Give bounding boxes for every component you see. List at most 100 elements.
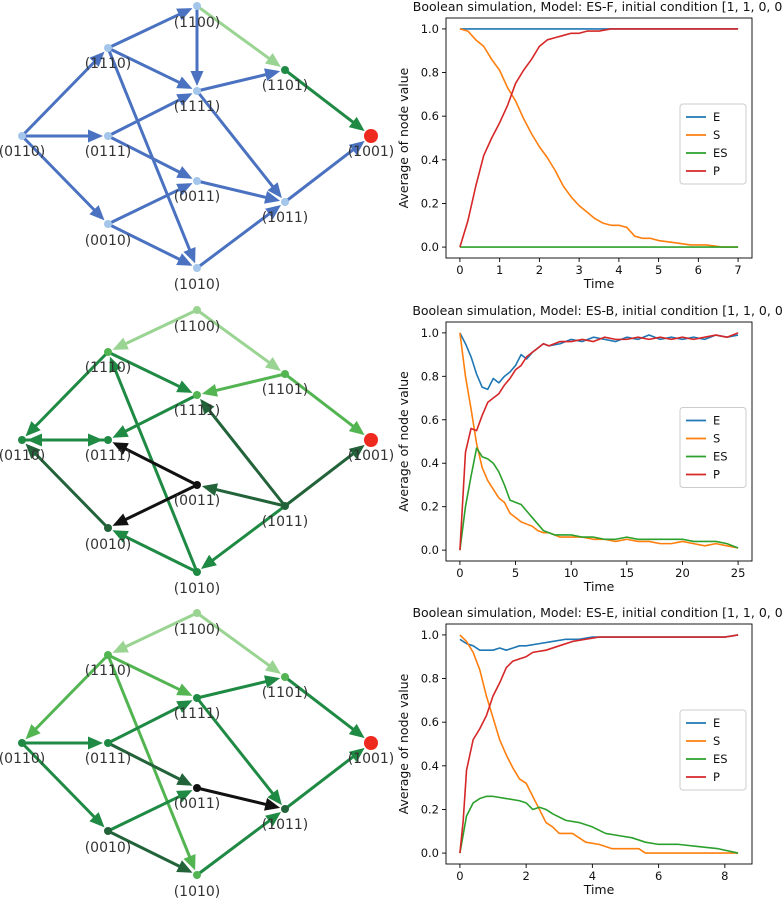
x-axis: 0 2 4 6 8 Time [456,864,729,897]
edge-line [122,393,199,434]
node-label: (1011) [262,817,309,833]
edge-1010-1110 [109,356,199,574]
edge-0011-0010 [112,483,199,526]
edge-line [195,308,272,365]
node-dot [281,198,289,206]
legend-label: ES [713,146,728,160]
node-1111: (1111) [174,391,220,419]
edge-arrowhead [176,380,193,393]
legend-label: S [713,128,720,142]
series-line-S [459,28,739,248]
x-tick-label: 4 [615,263,622,277]
edge-arrowhead [348,747,365,763]
y-tick-label: 0.8 [421,369,439,383]
network-graph-1: (0110) (1110) (0111) (0010) (1100) (1111) (001… [0,2,394,293]
legend-entry-E: E [686,110,720,124]
node-dot [193,871,201,879]
edge-1011-1001 [283,444,365,508]
graph-edges [20,4,365,270]
edge-1100-1101 [195,4,281,68]
edge-line [106,134,183,175]
y-tick-label: 1.0 [421,326,439,340]
edge-arrowhead [264,68,281,81]
edge-arrowhead [183,247,196,264]
edge-line [122,611,199,649]
edge-arrowhead [265,812,281,827]
node-dot [193,306,201,314]
edge-arrowhead [109,356,122,373]
node-0010: (0010) [85,827,132,856]
edge-line [122,483,199,522]
node-0110: (0110) [0,132,45,160]
edge-arrowhead [265,659,281,675]
edge-line [106,741,183,782]
node-1011: (1011) [262,805,309,833]
legend-label: P [713,164,720,178]
edge-0010-1010 [106,829,193,873]
edge-1100-1111 [190,4,204,86]
y-axis-label: Average of node value [396,673,411,814]
line-chart-2: Boolean simulation, Model: ES-B, initial… [396,303,783,594]
x-tick-label: 15 [619,566,634,580]
node-1110: (1110) [85,651,131,679]
edge-0111-1111 [106,700,193,745]
legend-label: ES [713,450,728,464]
node-dot [104,739,112,747]
y-tick-label: 0.6 [421,715,439,729]
legend-label: ES [713,752,728,766]
node-dot [193,609,201,617]
edge-1100-1110 [112,611,199,653]
edge-arrowhead [190,71,204,86]
edge-arrowhead [201,554,217,569]
edge-1110-1010 [106,653,196,871]
node-label: (1110) [85,360,132,376]
node-label: (1101) [262,382,309,398]
edge-arrowhead [176,773,193,786]
x-tick-label: 2 [522,869,529,883]
edge-1110-0110 [25,653,110,740]
edge-line [106,653,183,692]
edge-0110-0111 [20,433,103,447]
edge-0110-0010 [20,134,105,221]
edge-line [122,308,199,346]
legend-label: E [713,414,720,428]
node-dot [364,129,378,143]
edge-line [213,372,287,393]
edge-line [106,46,183,85]
line-chart-3: Boolean simulation, Model: ES-E, initial… [396,605,783,897]
node-label: (1001) [348,448,395,464]
node-label: (0010) [85,840,132,856]
x-axis: 0 5 10 15 20 25 Time [456,561,745,594]
node-1001: (1001) [348,129,394,160]
edge-1011-1010 [201,504,287,569]
chart-title: Boolean simulation, Model: ES-F, initial… [413,0,783,14]
node-dot [18,436,26,444]
node-1110: (1110) [85,44,131,72]
node-dot [193,391,201,399]
edge-0010-1010 [106,222,193,266]
edge-0011-0111 [112,442,199,487]
node-dot [104,524,112,532]
node-label: (0110) [0,448,45,464]
edge-1101-1001 [283,372,365,436]
node-dot [193,694,201,702]
node-label: (1100) [174,622,221,638]
node-1101: (1101) [262,66,308,94]
edge-0111-0011 [106,134,193,179]
node-dot [193,784,201,792]
node-label: (0010) [85,233,132,249]
y-axis-label: Average of node value [396,371,411,512]
edge-line [209,504,287,563]
edge-arrowhead [112,640,129,653]
edge-arrowhead [89,205,105,221]
x-axis: 0 1 2 3 4 5 6 7 Time [456,258,742,291]
node-label: (0010) [85,537,132,553]
edge-arrowhead [176,860,193,873]
node-label: (0110) [0,144,45,160]
edge-line [106,187,183,226]
node-dot [104,436,112,444]
node-1101: (1101) [262,673,308,701]
y-tick-label: 0.6 [421,413,439,427]
edge-arrowhead [201,483,218,496]
node-dot [104,44,112,52]
